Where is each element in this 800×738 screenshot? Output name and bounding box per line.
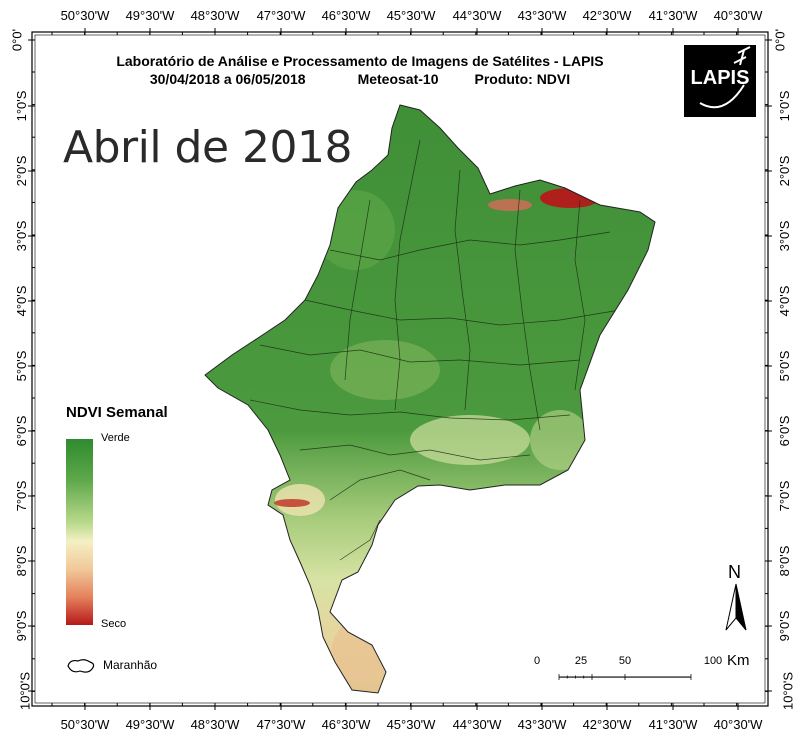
longitude-label: 46°30'W bbox=[321, 8, 371, 23]
longitude-label: 40°30'W bbox=[713, 8, 763, 23]
state-outline-icon bbox=[67, 659, 95, 673]
longitude-label: 44°30'W bbox=[452, 717, 502, 732]
longitude-label: 43°30'W bbox=[517, 8, 567, 23]
longitude-label: 47°30'W bbox=[256, 8, 306, 23]
scale-unit: Km bbox=[727, 652, 750, 669]
scale-tick-label: 50 bbox=[618, 655, 632, 667]
state-boundary bbox=[204, 104, 656, 694]
longitude-label: 45°30'W bbox=[386, 717, 436, 732]
longitude-label: 45°30'W bbox=[386, 8, 436, 23]
map-title: Laboratório de Análise e Processamento d… bbox=[0, 52, 720, 88]
longitude-label: 47°30'W bbox=[256, 717, 306, 732]
scale-bar bbox=[558, 674, 692, 680]
longitude-label: 42°30'W bbox=[582, 8, 632, 23]
ndvi-color-ramp bbox=[66, 439, 93, 625]
longitude-label: 46°30'W bbox=[321, 717, 371, 732]
longitude-label: 48°30'W bbox=[190, 717, 240, 732]
title-satellite: Meteosat-10 bbox=[357, 71, 439, 87]
title-line2: 30/04/2018 a 06/05/2018 Meteosat-10 Produt… bbox=[0, 70, 720, 88]
legend-title: NDVI Semanal bbox=[66, 404, 168, 421]
longitude-label: 48°30'W bbox=[190, 8, 240, 23]
legend-high-label: Verde bbox=[101, 432, 130, 444]
logo-text: LAPIS bbox=[690, 67, 750, 89]
scale-tick-label: 0 bbox=[533, 655, 541, 667]
longitude-label: 42°30'W bbox=[582, 717, 632, 732]
legend-state-label: Maranhão bbox=[103, 658, 158, 672]
north-label: N bbox=[728, 562, 741, 582]
lapis-logo: LAPIS bbox=[684, 45, 756, 117]
satellite-icon bbox=[699, 46, 751, 109]
longitude-label: 41°30'W bbox=[648, 717, 698, 732]
longitude-label: 50°30'W bbox=[60, 717, 110, 732]
title-line1: Laboratório de Análise e Processamento d… bbox=[116, 53, 604, 69]
longitude-label: 49°30'W bbox=[125, 8, 175, 23]
longitude-label: 43°30'W bbox=[517, 717, 567, 732]
scale-tick-label: 100 bbox=[703, 655, 723, 667]
title-product: Produto: NDVI bbox=[474, 71, 571, 87]
longitude-label: 44°30'W bbox=[452, 8, 502, 23]
longitude-label: 41°30'W bbox=[648, 8, 698, 23]
month-label: Abril de 2018 bbox=[63, 122, 353, 173]
longitude-label: 40°30'W bbox=[713, 717, 763, 732]
legend-low-label: Seco bbox=[101, 618, 127, 630]
title-period: 30/04/2018 a 06/05/2018 bbox=[149, 71, 306, 87]
longitude-label: 50°30'W bbox=[60, 8, 110, 23]
longitude-label: 49°30'W bbox=[125, 717, 175, 732]
scale-tick-label: 25 bbox=[574, 655, 588, 667]
north-arrow-icon bbox=[725, 583, 747, 631]
